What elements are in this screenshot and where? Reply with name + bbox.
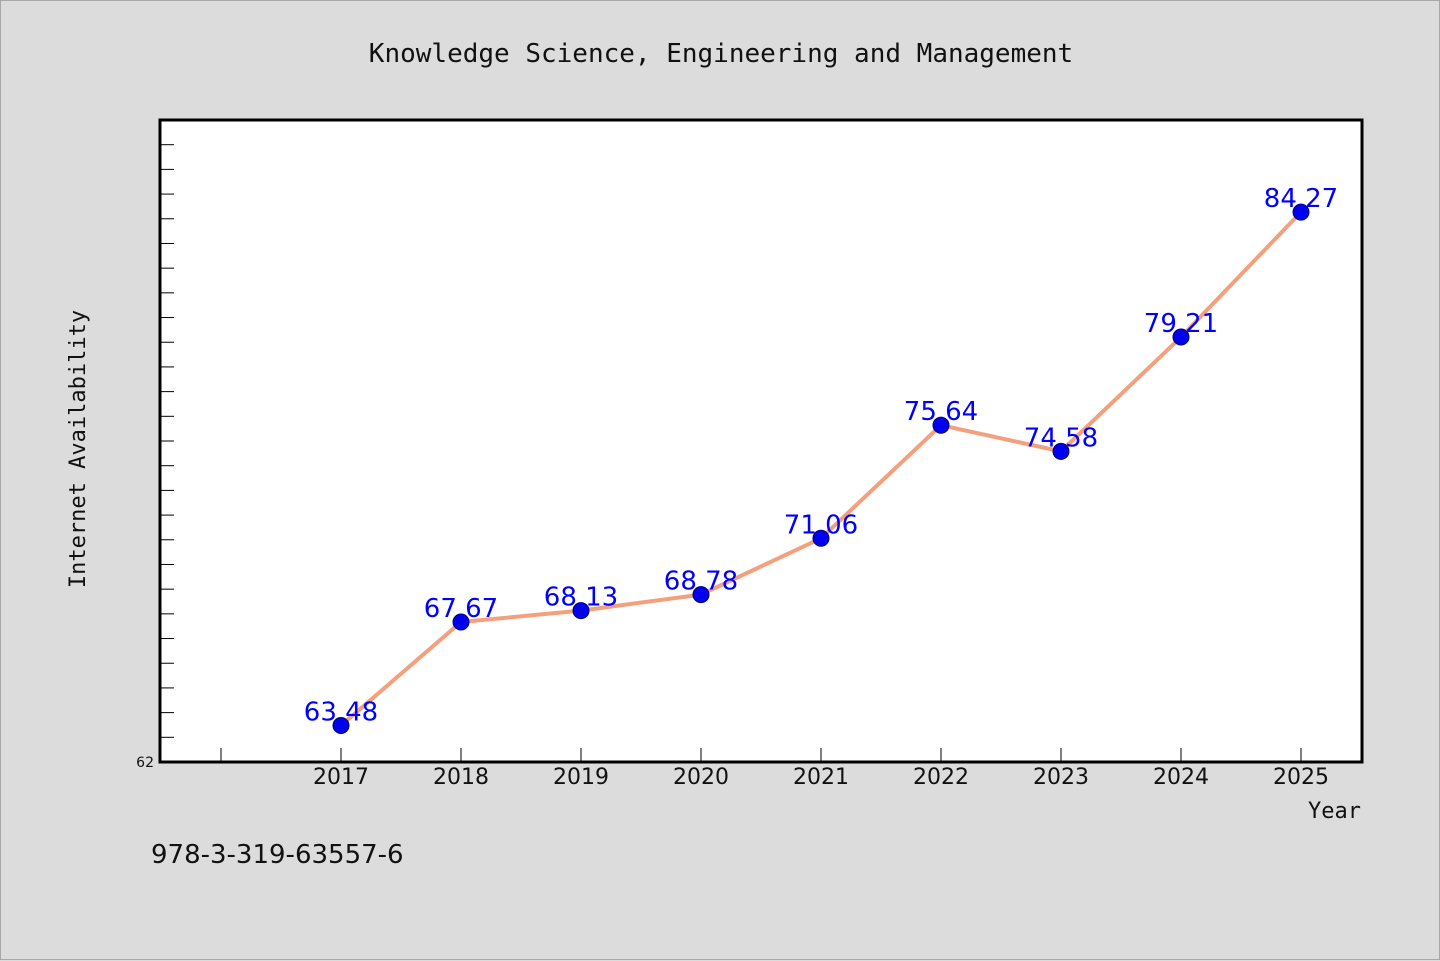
data-label: 68.78 (664, 567, 738, 597)
data-point (692, 586, 710, 604)
x-axis-label: Year (1308, 799, 1361, 824)
x-tick-label: 2019 (553, 765, 609, 790)
x-tick-label: 2018 (433, 765, 489, 790)
data-label: 74.58 (1024, 423, 1098, 453)
data-point (1052, 442, 1070, 460)
isbn-text: 978-3-319-63557-6 (151, 840, 404, 870)
data-point (572, 602, 590, 620)
x-tick-label: 2020 (673, 765, 729, 790)
y-axis-ticks (160, 144, 174, 738)
x-tick-label: 2024 (1153, 765, 1209, 790)
data-point (332, 716, 350, 734)
data-label: 71.06 (784, 510, 858, 540)
x-axis-ticks: 2017 2018 2019 2020 2021 2022 2023 2024 2025 (220, 748, 1329, 790)
data-point (1172, 328, 1190, 346)
x-tick-label: 2023 (1033, 765, 1089, 790)
data-label: 67.67 (424, 594, 498, 624)
chart-title: Knowledge Science, Engineering and Manag… (369, 39, 1073, 69)
data-label: 68.13 (544, 583, 618, 613)
plot-area (158, 118, 1364, 764)
data-label: 63.48 (304, 697, 378, 727)
data-label: 75.64 (904, 397, 978, 427)
y-tick-label-min: 62 (136, 755, 154, 771)
data-label: 84.27 (1264, 184, 1338, 214)
data-label: 79.21 (1144, 309, 1218, 339)
x-tick-label: 2021 (793, 765, 849, 790)
y-axis-label: Internet Availability (66, 310, 91, 588)
series-layer: 63.48 67.67 68.13 68.78 71.06 75.64 74.58 79.21… (304, 184, 1338, 734)
x-tick-label: 2017 (313, 765, 369, 790)
data-point (1292, 203, 1310, 221)
x-tick-label: 2022 (913, 765, 969, 790)
x-tick-label: 2025 (1273, 765, 1329, 790)
data-point (452, 613, 470, 631)
data-point (932, 416, 950, 434)
data-point (812, 529, 830, 547)
